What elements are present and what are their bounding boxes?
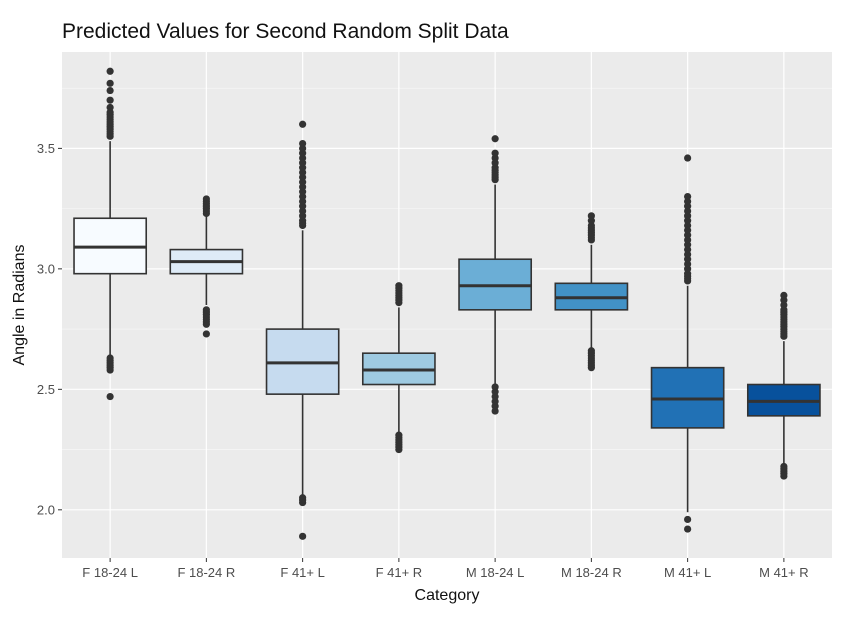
x-axis: F 18-24 L F 18-24 R F 41+ L F 41+ R M 18-24 …: [82, 558, 809, 580]
y-axis: 2.0 2.5 3.0 3.5: [37, 141, 62, 517]
box-group: [458, 135, 533, 415]
outlier-point: [780, 462, 788, 471]
outlier-point: [106, 86, 114, 95]
y-tick-label: 3.5: [37, 141, 55, 156]
outlier-point: [491, 149, 499, 157]
outlier-point: [299, 494, 307, 502]
plot-panel: [62, 52, 832, 558]
outlier-point: [395, 282, 403, 290]
x-tick-label: F 41+ R: [376, 565, 423, 580]
outlier-point: [299, 120, 307, 128]
outlier-point: [587, 347, 595, 355]
x-axis-title: Category: [415, 587, 480, 604]
chart-title: Predicted Values for Second Random Split…: [62, 20, 509, 43]
outlier-point: [202, 306, 210, 314]
outlier-point: [202, 330, 210, 338]
box-group: [73, 67, 148, 401]
outlier-point: [106, 392, 114, 401]
outlier-point: [299, 139, 307, 148]
box-group: [361, 282, 436, 454]
outlier-point: [395, 431, 403, 439]
outlier-point: [684, 515, 692, 524]
y-tick-label: 2.5: [37, 382, 55, 397]
outlier-point: [106, 103, 114, 112]
outlier-point: [106, 79, 114, 87]
box-layer: [73, 67, 821, 540]
box-group: [746, 291, 821, 480]
outlier-point: [684, 154, 692, 162]
x-tick-label: F 18-24 R: [177, 565, 235, 580]
outlier-point: [491, 383, 499, 391]
box-group: [650, 154, 725, 533]
box-group: [169, 195, 244, 338]
box-group: [554, 212, 629, 372]
outlier-point: [780, 291, 788, 299]
outlier-point: [491, 135, 499, 143]
outlier-point: [587, 212, 595, 220]
box-group: [265, 120, 340, 540]
y-tick-label: 3.0: [37, 261, 55, 276]
x-tick-label: M 18-24 R: [561, 565, 622, 580]
x-tick-label: F 18-24 L: [82, 565, 138, 580]
outlier-point: [106, 96, 114, 104]
outlier-point: [299, 532, 307, 540]
y-tick-label: 2.0: [37, 502, 55, 517]
x-tick-label: M 41+ L: [664, 565, 711, 580]
x-tick-label: F 41+ L: [280, 565, 324, 580]
outlier-point: [106, 354, 114, 362]
outlier-point: [106, 67, 114, 75]
outlier-point: [684, 192, 692, 201]
x-tick-label: M 41+ R: [759, 565, 809, 580]
outlier-point: [684, 525, 692, 533]
outlier-point: [202, 195, 210, 203]
x-tick-label: M 18-24 L: [466, 565, 525, 580]
y-axis-title: Angle in Radians: [11, 245, 28, 366]
